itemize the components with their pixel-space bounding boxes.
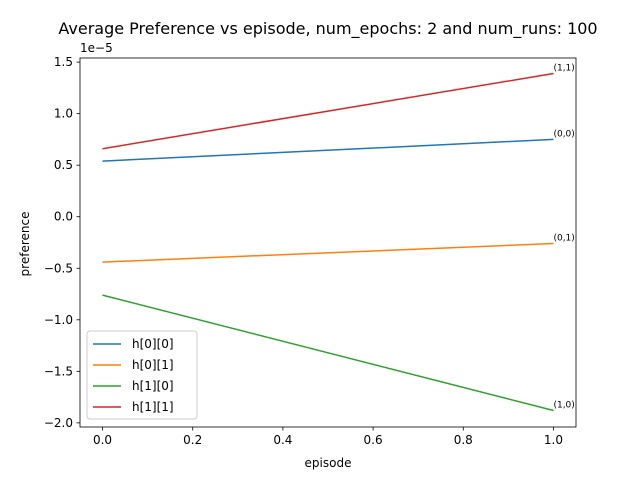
legend-label-3: h[1][1] bbox=[132, 400, 174, 414]
annotation-3: (1,1) bbox=[553, 63, 574, 73]
x-tick-label: 0.8 bbox=[454, 433, 473, 447]
series-line-2 bbox=[102, 294, 554, 412]
legend-label-1: h[0][1] bbox=[132, 358, 174, 372]
x-tick-label: 0.4 bbox=[273, 433, 292, 447]
y-multiplier-label: 1e−5 bbox=[80, 41, 113, 55]
annotation-1: (0,1) bbox=[553, 234, 574, 244]
y-tick-label: 0.5 bbox=[54, 158, 73, 172]
y-tick-label: −0.5 bbox=[44, 261, 73, 275]
plot-area: (0,0) (0,1) (1,0) (1,1) 0.0 0.2 0.4 0.6 0.8 1.0 −2… bbox=[44, 55, 577, 447]
axes-frame bbox=[79, 57, 577, 428]
legend-box bbox=[86, 330, 198, 420]
series-line-3 bbox=[102, 72, 554, 150]
legend: h[0][0] h[0][1] h[1][0] h[1][1] bbox=[86, 330, 198, 420]
legend-label-2: h[1][0] bbox=[132, 379, 174, 393]
y-tick-label: 1.0 bbox=[54, 107, 73, 121]
x-tick-label: 1.0 bbox=[544, 433, 563, 447]
annotation-2: (1,0) bbox=[553, 401, 574, 411]
x-tick-label: 0.2 bbox=[183, 433, 202, 447]
y-axis-label: preference bbox=[18, 212, 32, 277]
annotation-0: (0,0) bbox=[553, 129, 574, 139]
series-line-0 bbox=[102, 138, 554, 162]
series-line-1 bbox=[102, 242, 554, 263]
x-axis-label: episode bbox=[305, 456, 352, 470]
y-tick-label: 0.0 bbox=[54, 210, 73, 224]
x-tick-label: 0.0 bbox=[93, 433, 112, 447]
legend-label-0: h[0][0] bbox=[132, 337, 174, 351]
y-tick-label: −2.0 bbox=[44, 416, 73, 430]
y-tick-label: −1.0 bbox=[44, 313, 73, 327]
chart-title: Average Preference vs episode, num_epoch… bbox=[58, 19, 597, 39]
x-tick-label: 0.6 bbox=[364, 433, 383, 447]
y-tick-label: 1.5 bbox=[54, 55, 73, 69]
y-tick-label: −1.5 bbox=[44, 364, 73, 378]
